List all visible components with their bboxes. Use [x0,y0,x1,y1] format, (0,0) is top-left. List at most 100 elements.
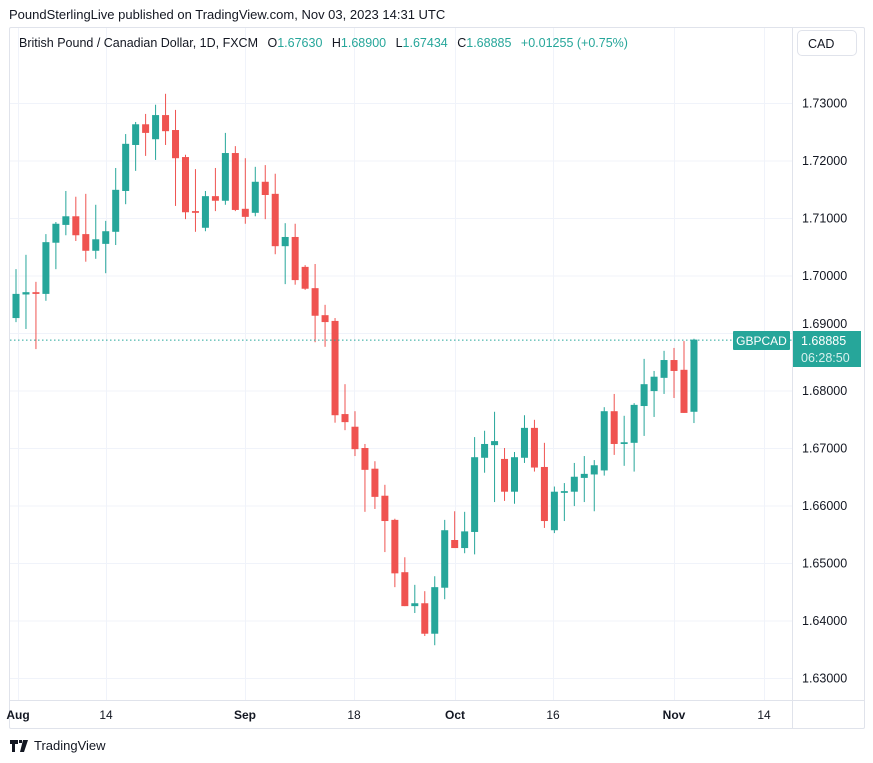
candle-body [600,411,608,471]
candle-body [461,531,469,549]
candle-body [12,293,20,319]
candle-up [590,460,598,512]
candle-down [391,518,399,588]
candle-up [122,134,130,205]
candle-body [181,157,189,213]
candle-body [361,448,369,470]
candle-down [32,281,40,350]
candle-body [530,427,538,468]
candle-body [122,143,130,191]
time-tick-label: 18 [347,708,361,722]
time-tick-label: 14 [99,708,113,722]
candle-body [391,519,399,574]
price-tick-label: 1.64000 [802,614,847,628]
candle-body [331,320,339,416]
candle-body [401,572,409,607]
symbol-price-label: GBPCAD [733,331,790,350]
price-tick-label: 1.66000 [802,499,847,513]
candle-body [570,476,578,492]
candle-body [221,153,229,201]
candle-up [22,254,30,329]
candle-down [261,165,269,220]
candle-body [132,124,140,145]
candle-down [181,154,189,220]
candle-body [441,530,449,588]
price-tick-label: 1.67000 [802,442,847,456]
candle-body [72,216,80,236]
candle-body [451,540,459,549]
time-axis: Aug 14 Sep 18 Oct 16 Nov 14 [6,708,771,722]
close-value: 1.68885 [466,36,512,50]
candle-body [251,181,259,213]
candle-body [191,211,199,213]
candle-body [112,189,120,232]
candle-up [620,415,628,466]
candle-down [361,443,369,512]
candle-body [301,266,309,289]
tradingview-brand: TradingView [34,738,106,753]
candle-down [351,411,359,457]
candle-down [241,158,249,224]
time-tick-label: Aug [6,708,29,722]
candle-up [152,104,160,160]
candle-body [501,458,509,492]
candle-up [431,576,439,646]
candle-body [351,426,359,450]
candle-up [132,121,140,171]
price-tick-label: 1.72000 [802,154,847,168]
last-price-value: 1.68885 [801,334,846,348]
candle-down [172,109,180,206]
candle-down [401,557,409,607]
candle-body [62,216,70,225]
candle-down [421,591,429,637]
currency-button[interactable]: CAD [797,30,857,56]
candle-body [102,231,110,244]
candle-body [550,491,558,531]
candle-up [481,430,489,473]
candle-down [271,173,279,255]
candle-down [142,113,150,156]
candle-down [291,223,299,285]
candle-body [690,339,698,412]
candle-down [162,93,170,145]
price-tick-label: 1.71000 [802,212,847,226]
low-value: 1.67434 [402,36,448,50]
candle-down [530,419,538,472]
tradingview-footer[interactable]: TradingView [10,738,106,753]
candle-up [42,234,50,301]
candle-body [142,124,150,133]
candle-body [540,466,548,522]
candle-body [271,193,279,247]
candle-up [630,403,638,472]
candle-down [670,347,678,398]
candle-body [520,427,528,458]
price-tick-label: 1.73000 [802,97,847,111]
candle-down [311,264,319,343]
candle-body [640,384,648,407]
candle-body [431,587,439,634]
candle-body [590,465,598,475]
symbol-label: GBPCAD [736,334,787,348]
candle-up [201,190,209,232]
time-tick-label: 14 [757,708,771,722]
candle-body [381,495,389,522]
chart-frame [9,27,865,729]
candle-body [491,441,499,446]
candle-up [102,220,110,274]
candle-up [640,358,648,436]
candle-body [670,360,678,371]
candle-down [331,318,339,423]
candle-body [630,404,638,443]
candle-up [281,223,289,285]
high-label: H [331,36,341,50]
publisher-line: PoundSterlingLive published on TradingVi… [9,7,446,22]
candle-body [152,115,160,140]
candle-up [441,519,449,600]
candle-down [72,196,80,241]
candle-down [451,511,459,549]
last-price-badge: 1.68885 06:28:50 [793,331,861,367]
candle-body [610,411,618,444]
candle-body [680,369,688,413]
candle-up [491,411,499,503]
